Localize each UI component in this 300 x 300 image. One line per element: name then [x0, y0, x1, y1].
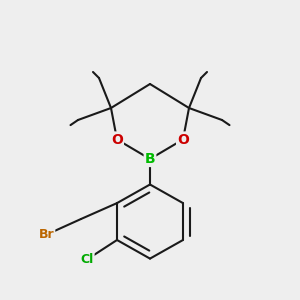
Text: B: B [145, 152, 155, 166]
Text: O: O [177, 133, 189, 146]
Text: Cl: Cl [80, 253, 94, 266]
Text: Br: Br [39, 228, 54, 241]
Text: O: O [111, 133, 123, 146]
